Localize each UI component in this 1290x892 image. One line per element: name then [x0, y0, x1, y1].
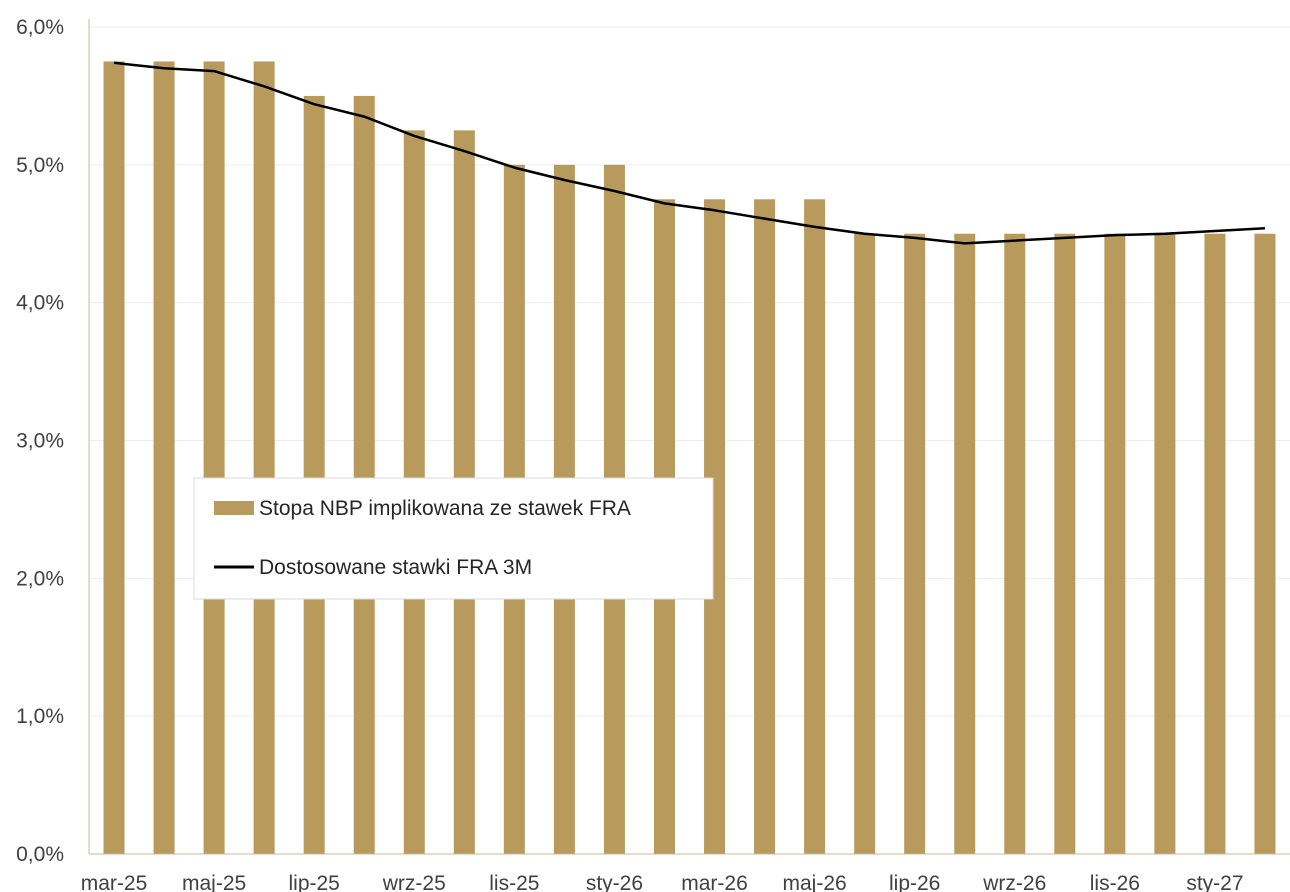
- legend: Stopa NBP implikowana ze stawek FRA Dost…: [193, 477, 714, 600]
- legend-label-bar: Stopa NBP implikowana ze stawek FRA: [259, 497, 631, 520]
- y-tick-label: 5,0%: [16, 154, 64, 177]
- y-tick-label: 1,0%: [16, 705, 64, 728]
- y-axis-ticks: 0,0% 1,0% 2,0% 3,0% 4,0% 5,0% 6,0%: [16, 16, 64, 866]
- legend-bar-swatch: [214, 501, 254, 515]
- legend-box: [193, 477, 714, 600]
- bar: [1254, 233, 1276, 854]
- bar: [954, 233, 976, 854]
- legend-label-line: Dostosowane stawki FRA 3M: [259, 556, 532, 579]
- bar: [904, 233, 926, 854]
- y-tick-label: 3,0%: [16, 430, 64, 453]
- x-tick-label: wrz-25: [382, 872, 446, 892]
- y-tick-label: 0,0%: [16, 843, 64, 866]
- axes: [88, 19, 1290, 855]
- x-tick-label: lis-26: [1090, 872, 1140, 892]
- bar: [1004, 233, 1026, 854]
- bar: [854, 233, 876, 854]
- x-tick-label: mar-25: [81, 872, 148, 892]
- x-tick-label: sty-27: [1186, 872, 1243, 892]
- x-tick-label: wrz-26: [982, 872, 1046, 892]
- x-tick-label: lip-26: [889, 872, 940, 892]
- bar: [804, 199, 826, 854]
- x-tick-label: maj-25: [182, 872, 246, 892]
- bar: [353, 95, 375, 854]
- bar: [1054, 233, 1076, 854]
- x-tick-label: maj-26: [783, 872, 847, 892]
- x-axis-ticks: mar-25 maj-25 lip-25 wrz-25 lis-25 sty-26 mar-…: [81, 872, 1244, 892]
- x-tick-label: mar-26: [681, 872, 748, 892]
- y-tick-label: 6,0%: [16, 16, 64, 39]
- bar-series: [103, 61, 1276, 855]
- bar: [754, 199, 776, 854]
- bar: [1104, 233, 1126, 854]
- y-tick-label: 2,0%: [16, 567, 64, 590]
- bar: [253, 61, 275, 855]
- bar: [303, 95, 325, 854]
- bar: [704, 199, 726, 854]
- series-line: [113, 61, 1266, 245]
- bar: [103, 61, 125, 855]
- bar: [153, 61, 175, 855]
- y-tick-label: 4,0%: [16, 292, 64, 315]
- bar: [1154, 233, 1176, 854]
- x-tick-label: sty-26: [586, 872, 643, 892]
- x-tick-label: lip-25: [289, 872, 340, 892]
- x-tick-label: lis-25: [489, 872, 539, 892]
- bar: [203, 61, 225, 855]
- line-series: [113, 61, 1266, 245]
- bar: [1204, 233, 1226, 854]
